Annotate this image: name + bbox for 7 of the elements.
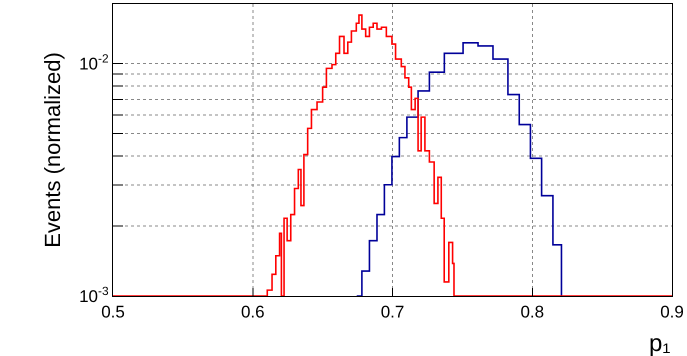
x-tick-label: 0.6: [240, 302, 265, 322]
y-axis-title: Events (normalized): [40, 52, 65, 248]
y-tick-label: 10$^{-2}$: [79, 51, 109, 74]
x-tick-label: 0.8: [520, 302, 544, 322]
x-axis-title: p₁: [649, 330, 670, 356]
x-tick-label: 0.7: [380, 302, 404, 322]
x-tick-label: 0.9: [660, 302, 684, 322]
